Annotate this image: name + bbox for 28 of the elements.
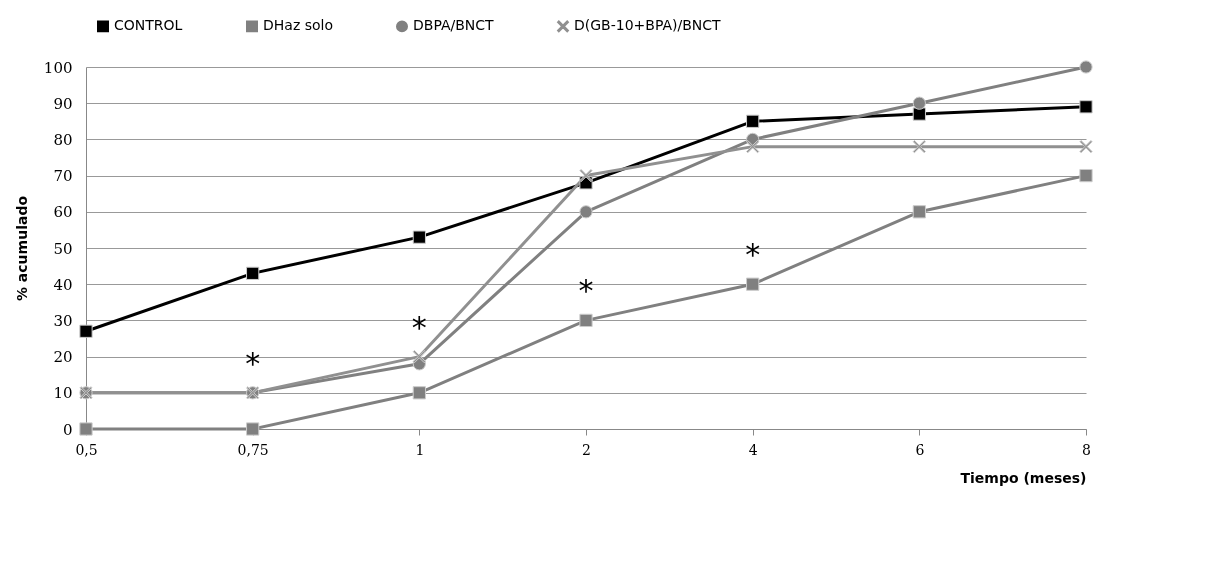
annotation: * [245, 345, 261, 381]
y-tick-label: 20 [53, 348, 73, 367]
x-tick-label: 4 [748, 441, 758, 458]
legend-label: DHaz solo [263, 17, 333, 34]
x-tick-label: 1 [415, 441, 425, 458]
y-tick-label: 40 [53, 275, 73, 294]
y-tick-label: 60 [53, 203, 73, 222]
x-tick-label: 0,5 [75, 441, 98, 458]
x-axis-title: Tiempo (meses) [960, 469, 1087, 486]
legend-label: DBPA/BNCT [413, 17, 495, 34]
y-tick-label: 80 [53, 130, 73, 149]
annotation: * [578, 273, 594, 309]
y-tick-label: 90 [53, 94, 73, 113]
legend-label: D(GB-10+BPA)/BNCT [574, 17, 722, 34]
x-tick-label: 8 [1082, 441, 1091, 458]
y-tick-label: 30 [53, 311, 73, 330]
y-tick-label: 10 [53, 384, 73, 403]
x-tick-label: 2 [582, 441, 591, 458]
y-tick-label: 70 [53, 167, 73, 186]
y-tick-label: 100 [43, 58, 73, 77]
annotation: * [411, 309, 427, 345]
x-tick-label: 0,75 [237, 441, 269, 458]
legend-label: CONTROL [114, 17, 183, 34]
y-tick-label: 50 [53, 239, 73, 258]
y-tick-label: 0 [62, 420, 73, 439]
annotation: * [745, 237, 761, 273]
y-axis-title: % acumulado [13, 195, 30, 302]
x-tick-label: 6 [915, 441, 925, 458]
